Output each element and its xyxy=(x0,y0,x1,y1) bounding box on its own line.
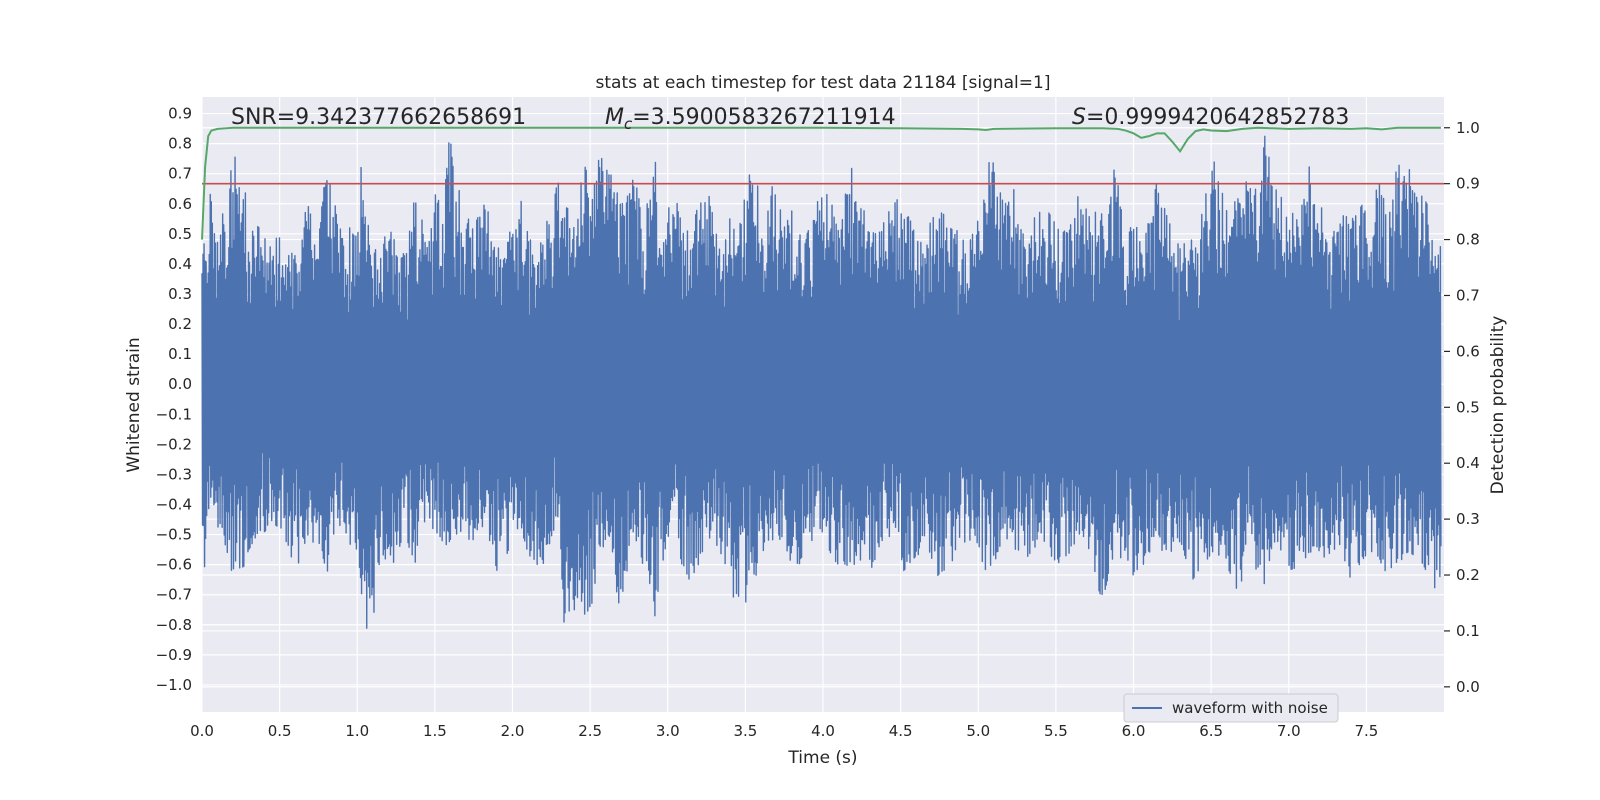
y-tick-label: −0.4 xyxy=(156,495,192,513)
y2-tick-label: 0.4 xyxy=(1456,454,1480,472)
y-tick-label: −0.6 xyxy=(156,556,192,574)
x-tick-labels: 0.0 0.5 1.0 1.5 2.0 2.5 3.0 3.5 4.0 4.5 5.0 5.5 6.0 6… xyxy=(190,722,1378,740)
y2-tick-label: 0.5 xyxy=(1456,398,1480,416)
x-tick-label: 1.0 xyxy=(345,722,369,740)
x-tick-label: 5.0 xyxy=(966,722,990,740)
y-tick-label: −0.3 xyxy=(156,465,192,483)
y-tick-label: −0.2 xyxy=(156,435,192,453)
y-tick-label: −0.9 xyxy=(156,646,192,664)
x-tick-label: 3.0 xyxy=(656,722,680,740)
probability-line xyxy=(201,126,1441,240)
y2-tick-label: 0.3 xyxy=(1456,510,1480,528)
x-tick-label: 7.0 xyxy=(1277,722,1301,740)
mc-value: =3.5900583267211914 xyxy=(632,105,895,130)
y2-tick-label: 0.1 xyxy=(1456,622,1480,640)
x-tick-label: 5.5 xyxy=(1044,722,1068,740)
x-tick-label: 2.5 xyxy=(578,722,602,740)
y-tick-label: 0.0 xyxy=(168,375,192,393)
score-annotation: S=0.9999420642852783 xyxy=(1072,105,1349,130)
y-tick-label: −0.5 xyxy=(156,526,192,544)
s-symbol: S xyxy=(1072,105,1086,130)
y-axis-label: Whitened strain xyxy=(124,337,144,472)
legend-label: waveform with noise xyxy=(1172,699,1328,717)
y-tick-label: 0.6 xyxy=(168,195,192,213)
y2-tick-label: 1.0 xyxy=(1456,119,1480,137)
y-tick-labels: −1.0 −0.9 −0.8 −0.7 −0.6 −0.5 −0.4 −0.3 −0.2 −0.1… xyxy=(156,105,192,694)
y-tick-label: 0.9 xyxy=(168,105,192,123)
y-tick-label: 0.5 xyxy=(168,225,192,243)
y2-axis-label: Detection probability xyxy=(1488,316,1508,495)
x-tick-label: 6.5 xyxy=(1199,722,1223,740)
legend: waveform with noise xyxy=(1123,693,1339,723)
x-tick-label: 0.5 xyxy=(268,722,292,740)
y-tick-label: −0.7 xyxy=(156,586,192,604)
y-tick-label: 0.3 xyxy=(168,285,192,303)
chirp-mass-annotation: Mc=3.5900583267211914 xyxy=(605,105,896,133)
y2-tick-labels: 0.0 0.1 0.2 0.3 0.4 0.5 0.6 0.7 0.8 0.9 1.0 xyxy=(1444,119,1480,696)
x-tick-label: 4.0 xyxy=(811,722,835,740)
x-tick-label: 0.0 xyxy=(190,722,214,740)
y-tick-label: −0.8 xyxy=(156,616,192,634)
chart-title: stats at each timestep for test data 211… xyxy=(596,73,1051,93)
legend-box xyxy=(1123,693,1339,723)
y-tick-label: 0.1 xyxy=(168,345,192,363)
s-value: =0.9999420642852783 xyxy=(1086,105,1349,130)
mc-subscript: c xyxy=(624,115,633,133)
x-axis-label: Time (s) xyxy=(787,748,857,768)
y-tick-label: 0.7 xyxy=(168,165,192,183)
y2-tick-label: 0.0 xyxy=(1456,678,1480,696)
x-tick-label: 3.5 xyxy=(733,722,757,740)
probability-series xyxy=(201,126,1441,240)
y-tick-label: 0.4 xyxy=(168,255,192,273)
waveform-line xyxy=(201,135,1442,629)
x-tick-label: 7.5 xyxy=(1354,722,1378,740)
y2-tick-label: 0.9 xyxy=(1456,175,1480,193)
y-tick-label: −0.1 xyxy=(156,405,192,423)
x-tick-label: 6.0 xyxy=(1122,722,1146,740)
y-tick-label: 0.2 xyxy=(168,315,192,333)
mc-symbol: M xyxy=(605,105,624,130)
y-tick-label: −1.0 xyxy=(156,676,192,694)
x-tick-label: 2.0 xyxy=(501,722,525,740)
x-tick-label: 4.5 xyxy=(889,722,913,740)
y2-tick-label: 0.7 xyxy=(1456,286,1480,304)
y-tick-label: 0.8 xyxy=(168,135,192,153)
x-tick-label: 1.5 xyxy=(423,722,447,740)
waveform-series xyxy=(201,135,1442,629)
y2-tick-label: 0.8 xyxy=(1456,231,1480,249)
snr-annotation: SNR=9.342377662658691 xyxy=(231,105,526,130)
y2-tick-label: 0.6 xyxy=(1456,342,1480,360)
y2-tick-label: 0.2 xyxy=(1456,566,1480,584)
